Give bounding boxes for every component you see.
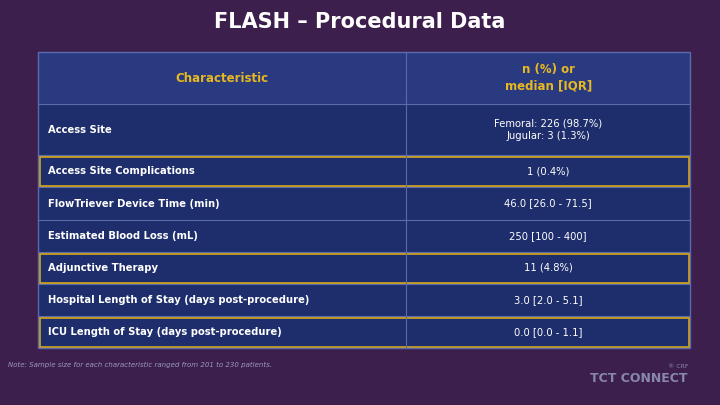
- Text: ICU Length of Stay (days post-procedure): ICU Length of Stay (days post-procedure): [48, 327, 282, 337]
- Text: Access Site Complications: Access Site Complications: [48, 166, 194, 177]
- Text: 46.0 [26.0 - 71.5]: 46.0 [26.0 - 71.5]: [505, 198, 592, 209]
- Text: n (%) or
median [IQR]: n (%) or median [IQR]: [505, 63, 592, 93]
- Text: FLASH – Procedural Data: FLASH – Procedural Data: [215, 12, 505, 32]
- Bar: [39, 156, 689, 186]
- Text: Note: Sample size for each characteristic ranged from 201 to 230 patients.: Note: Sample size for each characteristi…: [8, 362, 272, 368]
- Text: 250 [100 - 400]: 250 [100 - 400]: [510, 230, 587, 241]
- Bar: [38, 220, 690, 252]
- Bar: [38, 316, 690, 348]
- Text: ® CRF: ® CRF: [667, 364, 688, 369]
- Text: TCT CONNECT: TCT CONNECT: [590, 371, 688, 384]
- Text: Access Site: Access Site: [48, 125, 112, 135]
- Text: 11 (4.8%): 11 (4.8%): [524, 263, 572, 273]
- Bar: [39, 317, 689, 347]
- Bar: [38, 52, 690, 104]
- Text: Femoral: 226 (98.7%)
Jugular: 3 (1.3%): Femoral: 226 (98.7%) Jugular: 3 (1.3%): [494, 118, 602, 141]
- Bar: [38, 52, 690, 348]
- Bar: [39, 253, 689, 283]
- Bar: [38, 188, 690, 220]
- Text: 1 (0.4%): 1 (0.4%): [527, 166, 570, 177]
- Bar: [38, 156, 690, 188]
- Text: FlowTriever Device Time (min): FlowTriever Device Time (min): [48, 198, 220, 209]
- Text: Adjunctive Therapy: Adjunctive Therapy: [48, 263, 158, 273]
- Text: 0.0 [0.0 - 1.1]: 0.0 [0.0 - 1.1]: [514, 327, 582, 337]
- Bar: [38, 284, 690, 316]
- Bar: [38, 104, 690, 156]
- Bar: [38, 252, 690, 284]
- Text: 3.0 [2.0 - 5.1]: 3.0 [2.0 - 5.1]: [514, 295, 582, 305]
- Text: Hospital Length of Stay (days post-procedure): Hospital Length of Stay (days post-proce…: [48, 295, 310, 305]
- Text: Characteristic: Characteristic: [176, 72, 269, 85]
- Text: Estimated Blood Loss (mL): Estimated Blood Loss (mL): [48, 230, 198, 241]
